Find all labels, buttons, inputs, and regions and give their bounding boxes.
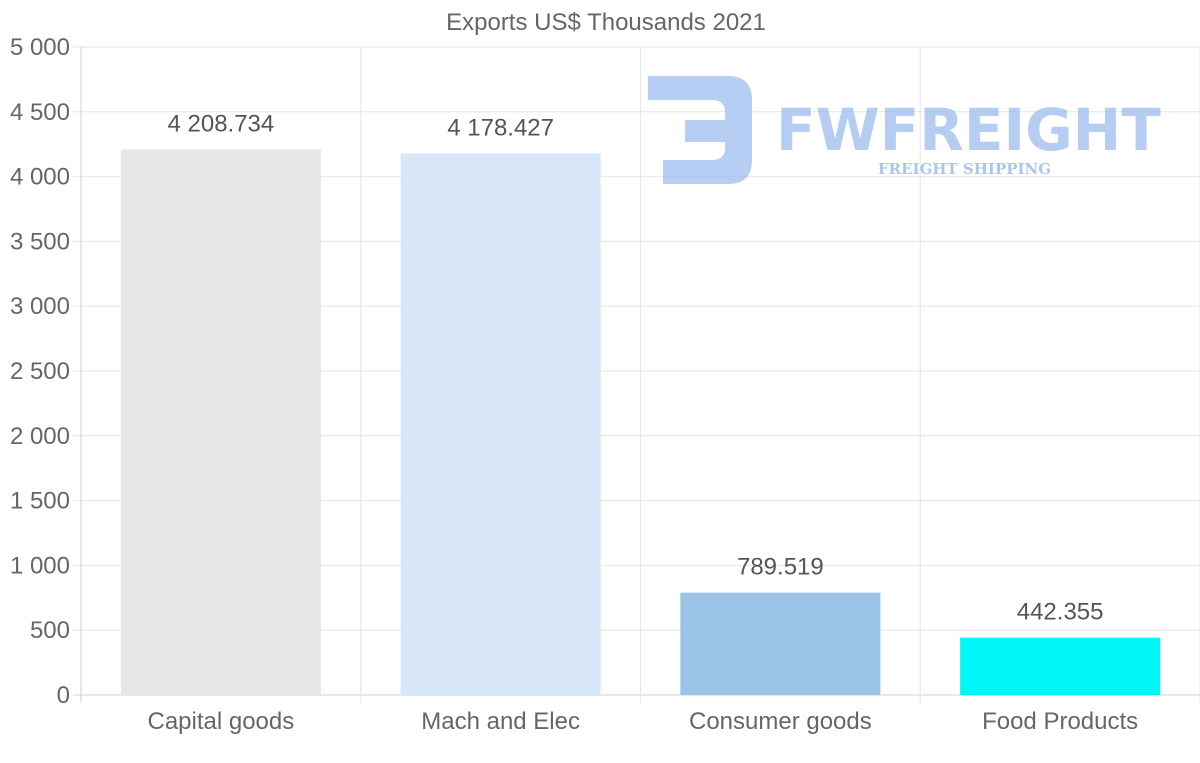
x-axis-ticks: Capital goods Mach and Elec Consumer goods… [147, 708, 1138, 735]
x-tick-label: Consumer goods [689, 708, 872, 735]
y-tick-label: 500 [30, 617, 70, 644]
data-label: 4 208.734 [167, 111, 274, 138]
x-tick-label: Food Products [982, 708, 1138, 735]
chart-title: Exports US$ Thousands 2021 [446, 9, 766, 36]
x-tick-label: Mach and Elec [421, 708, 580, 735]
bar-food-products [960, 637, 1161, 695]
y-tick-label: 1 000 [10, 552, 70, 579]
y-tick-label: 0 [57, 682, 70, 709]
bar-capital-goods [120, 149, 321, 695]
fwfreight-watermark: FWFREIGHT FREIGHT SHIPPING [648, 76, 1161, 184]
y-tick-label: 3 500 [10, 228, 70, 255]
y-axis-ticks: 0 500 1 000 1 500 2 000 2 500 3 000 3 500 4 000 4… [10, 34, 70, 709]
y-tick-label: 4 500 [10, 99, 70, 126]
data-label: 789.519 [737, 554, 824, 581]
y-tick-label: 2 500 [10, 358, 70, 385]
data-label: 442.355 [1017, 599, 1104, 626]
bar-consumer-goods [680, 592, 881, 695]
watermark-brand: FWFREIGHT [776, 96, 1161, 164]
y-tick-label: 4 000 [10, 164, 70, 191]
bar-mach-and-elec [400, 153, 601, 696]
bars [120, 149, 1161, 696]
data-labels: 4 208.734 4 178.427 789.519 442.355 [167, 111, 1103, 626]
watermark-tagline: FREIGHT SHIPPING [878, 160, 1051, 178]
y-tick-label: 1 500 [10, 488, 70, 515]
y-tick-label: 2 000 [10, 423, 70, 450]
y-tick-label: 5 000 [10, 34, 70, 61]
y-tick-label: 3 000 [10, 293, 70, 320]
x-tick-label: Capital goods [147, 708, 294, 735]
data-label: 4 178.427 [447, 114, 554, 141]
fwfreight-logo-icon [648, 76, 752, 184]
